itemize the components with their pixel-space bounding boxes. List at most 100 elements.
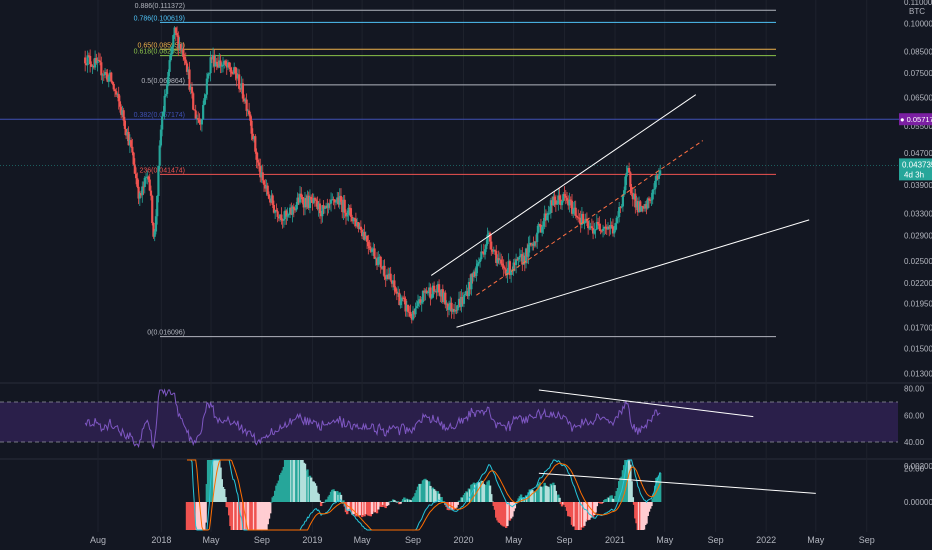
macd-histogram-bar: [363, 502, 366, 517]
macd-histogram-bar: [483, 485, 487, 502]
candle-body: [518, 255, 521, 258]
macd-histogram-bar: [625, 460, 628, 502]
macd-histogram-bar: [216, 460, 220, 502]
candle-body: [266, 185, 269, 195]
candle-body: [137, 186, 140, 199]
candle-body: [213, 55, 216, 67]
macd-histogram-bar: [501, 502, 504, 526]
candle-body: [192, 93, 195, 110]
macd-histogram-bar: [436, 491, 440, 502]
candle-body: [364, 236, 367, 240]
candle-body: [142, 186, 145, 188]
candle-body: [107, 76, 110, 82]
candle-body: [286, 215, 289, 217]
macd-histogram-bar: [649, 502, 652, 509]
macd-histogram-bar: [626, 460, 630, 502]
candle-body: [642, 207, 646, 209]
candle-body: [367, 241, 370, 247]
candle-body: [635, 201, 638, 208]
macd-histogram-bar: [480, 480, 483, 502]
time-tick-label: Sep: [708, 535, 724, 545]
macd-histogram-bar: [642, 502, 646, 530]
candle-body: [457, 298, 461, 306]
candle-body: [456, 305, 459, 311]
candle-body: [517, 257, 520, 260]
candle-body: [469, 281, 472, 290]
candle-body: [387, 274, 390, 279]
candle-body: [439, 292, 442, 297]
candle-body: [636, 201, 639, 213]
macd-histogram-bar: [416, 486, 420, 502]
macd-histogram-bar: [588, 502, 591, 520]
candle-body: [471, 273, 474, 278]
macd-histogram-bar: [257, 502, 261, 530]
macd-histogram-bar: [658, 472, 662, 502]
candle-body: [343, 199, 346, 213]
macd-histogram-bar: [215, 460, 219, 502]
candle-body: [271, 195, 274, 205]
macd-histogram-bar: [502, 502, 505, 527]
macd-histogram-bar: [418, 483, 421, 502]
macd-histogram-bar: [223, 489, 226, 502]
macd-histogram-bar: [280, 472, 283, 502]
macd-histogram-bar: [254, 502, 257, 530]
macd-histogram-bar: [622, 465, 626, 502]
candle-body: [557, 195, 560, 204]
candle-body: [235, 73, 238, 79]
macd-histogram-bar: [635, 502, 638, 524]
candle-body: [100, 62, 103, 76]
candle-body: [399, 301, 402, 306]
candle-body: [307, 195, 310, 208]
macd-histogram-bar: [246, 502, 250, 530]
macd-histogram-bar: [322, 502, 325, 503]
candle-body: [311, 199, 314, 203]
fib-level-label: 236(0.041474): [139, 167, 185, 174]
macd-histogram-bar: [271, 497, 274, 502]
candle-body: [356, 222, 359, 227]
macd-histogram-bar: [265, 502, 268, 530]
macd-histogram-bar: [568, 502, 571, 517]
macd-histogram-bar: [462, 494, 466, 502]
candle-body: [502, 265, 505, 269]
rsi-pane: [0, 388, 898, 450]
candle-body: [152, 222, 155, 237]
macd-histogram-bar: [523, 499, 526, 502]
candle-body: [102, 74, 105, 76]
macd-histogram-bar: [440, 496, 443, 502]
macd-histogram-bar: [220, 479, 223, 502]
candle-body: [138, 193, 141, 199]
trend-channel[interactable]: [430, 94, 810, 328]
macd-histogram-bar: [457, 500, 461, 502]
macd-tick-label: 0.000000: [904, 498, 932, 507]
macd-histogram-bar: [580, 502, 584, 528]
candle-body: [560, 200, 564, 206]
macd-histogram-bar: [295, 460, 298, 502]
time-axis[interactable]: Aug 2018 May Sep 2019 May Sep 2020 May Sep 2021 May…: [90, 535, 875, 545]
candle-body: [228, 62, 231, 68]
candle-body: [588, 227, 591, 229]
candle-body: [323, 208, 326, 209]
candle-body: [522, 255, 525, 265]
candle-body: [614, 223, 617, 231]
candle-body: [174, 27, 177, 34]
macd-histogram-bar: [411, 497, 415, 502]
candle-body: [223, 61, 226, 65]
macd-histogram-bar: [273, 490, 277, 502]
candle-body: [259, 166, 262, 178]
macd-histogram-bar: [384, 502, 387, 509]
macd-histogram-bar: [378, 502, 381, 506]
candle-body: [495, 250, 498, 263]
macd-histogram-bar: [492, 502, 495, 507]
candle-body: [383, 265, 386, 277]
candle-body: [505, 269, 508, 276]
macd-histogram-bar: [569, 502, 572, 517]
macd-histogram-bar: [471, 484, 474, 502]
time-tick-label: Sep: [859, 535, 875, 545]
candle-body: [312, 198, 315, 203]
candle-body: [357, 222, 360, 229]
macd-histogram-bar: [531, 489, 534, 502]
